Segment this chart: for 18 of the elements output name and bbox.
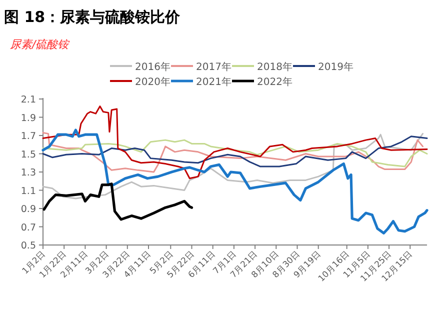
y-tick-label: 0.9 — [20, 204, 36, 215]
y-tick-label: 1.9 — [20, 112, 36, 124]
y-tick-label: 1.1 — [20, 186, 36, 197]
y-tick-label: 0.7 — [20, 222, 36, 234]
y-tick-label: 0.5 — [20, 240, 36, 252]
legend-label: 2019年 — [318, 61, 354, 73]
y-tick-label: 1.5 — [20, 149, 36, 160]
legend-label: 2016年 — [135, 61, 170, 73]
y-tick-label: 1.7 — [20, 131, 36, 142]
y-tick-label: 2.1 — [20, 94, 36, 106]
legend-label: 2021年 — [196, 76, 232, 88]
legend-label: 2018年 — [257, 61, 292, 73]
chart-title: 图 18：尿素与硫酸铵比价 — [4, 8, 182, 26]
legend-label: 2017年 — [196, 61, 232, 73]
y-axis-title: 尿素/硫酸铵 — [10, 38, 71, 51]
legend-label: 2022年 — [257, 76, 292, 88]
legend-label: 2020年 — [135, 76, 170, 88]
y-tick-label: 1.3 — [20, 168, 36, 178]
